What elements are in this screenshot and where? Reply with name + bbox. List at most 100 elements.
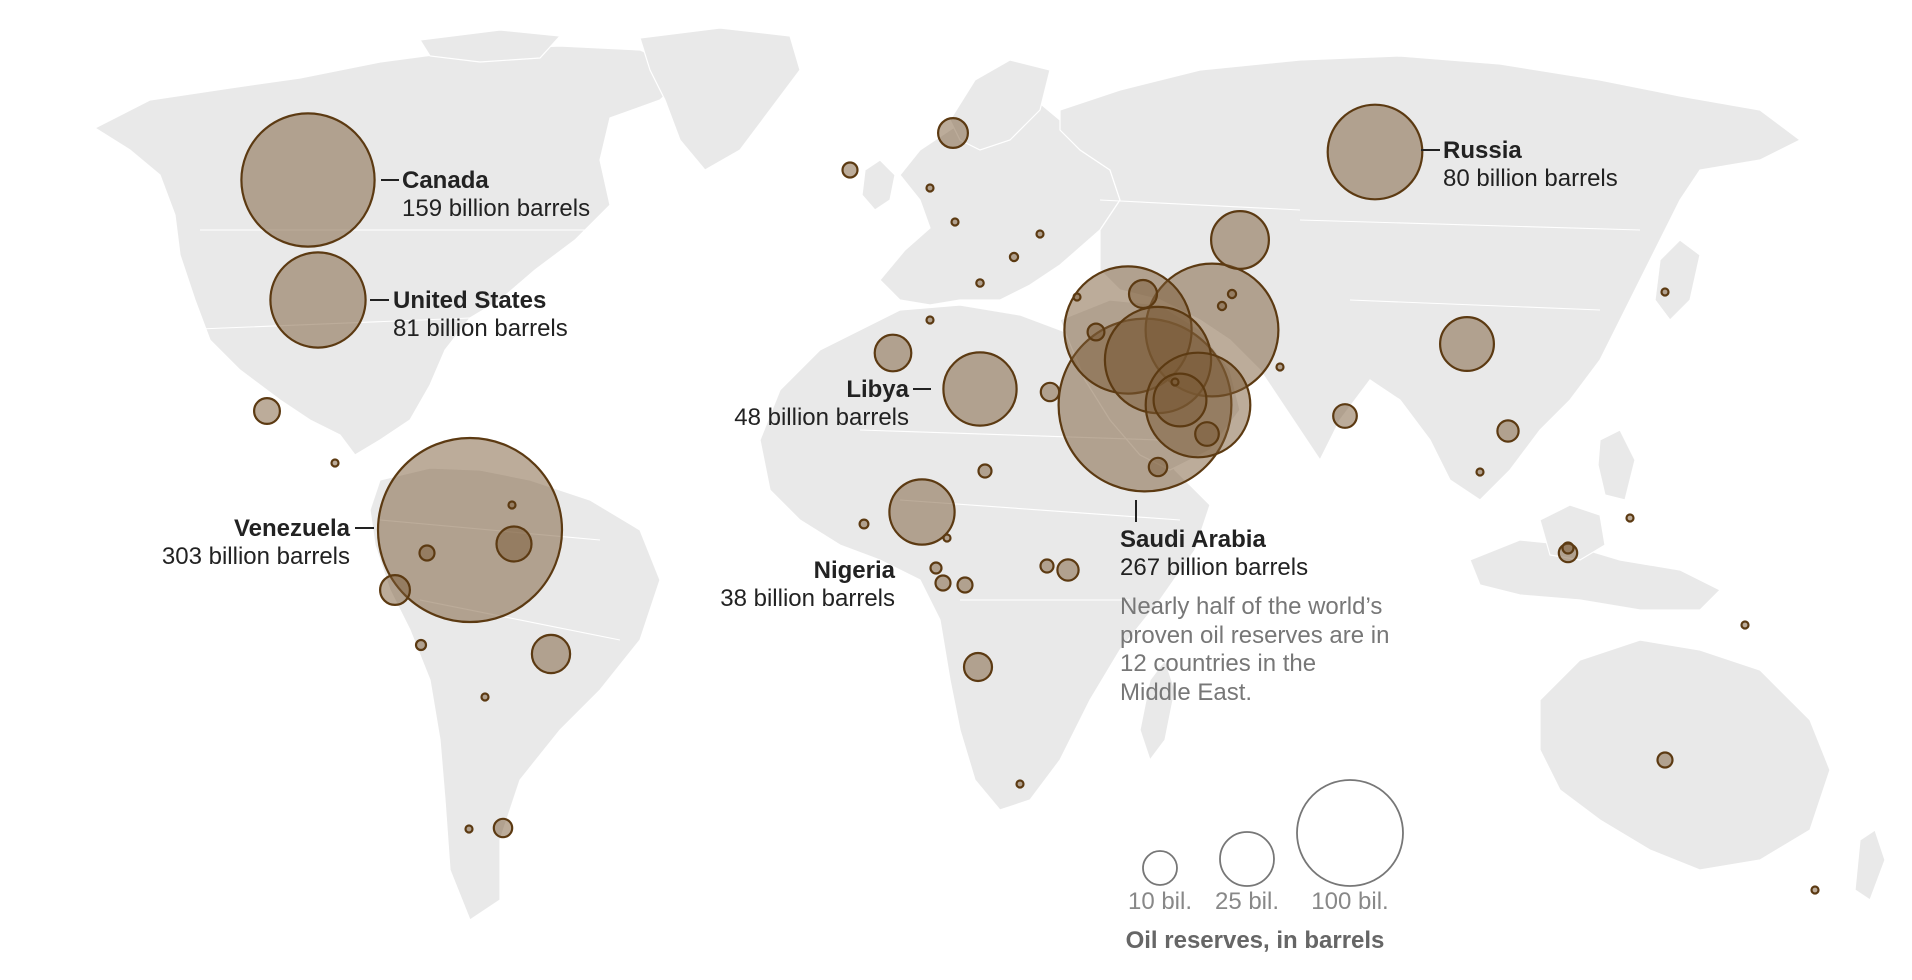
legend-label-10: 10 bil. [1128,888,1192,915]
label-canada: Canada 159 billion barrels [381,167,590,222]
bubble-sudan [1039,558,1055,574]
label-russia: Russia 80 billion barrels [1421,137,1618,192]
bubble-argentina [492,817,514,839]
bubble-mexico [253,397,282,426]
landmass-north-america [93,45,692,456]
legend-circle-100 [1296,779,1404,887]
landmass-scandinavia [949,59,1051,151]
label-venezuela: Venezuela 303 billion barrels [162,515,374,570]
label-saudi-arabia: Saudi Arabia 267 billion barrels [1120,500,1308,581]
bubble-ecuador [379,573,412,606]
country-name-united-states: United States [393,287,546,314]
reserves-value-united-states: 81 billion barrels [393,315,568,342]
bubble-australia [1656,751,1674,769]
bubble-italy [975,278,985,288]
bubble-algeria [873,333,913,373]
bubble-uzbekistan [1226,288,1238,300]
bubble-pakistan [1275,362,1285,372]
bubble-germany [950,217,960,227]
country-labels: Canada 159 billion barrels United States… [162,137,1618,706]
bubble-papua-new-guinea [1740,620,1750,630]
bubble-vietnam [1496,419,1520,443]
landmass-uk [861,159,896,211]
bubble-peru [414,638,428,652]
bubble-syria [1086,322,1106,342]
landmass-greenland [639,27,801,171]
reserves-value-saudi-arabia: 267 billion barrels [1120,554,1308,581]
bubble-trinidad-and-tobago [507,500,517,510]
bubble-azerbaijan [1127,278,1159,310]
country-name-saudi-arabia: Saudi Arabia [1120,526,1266,553]
bubble-south-africa [1015,779,1025,789]
bubble-united-kingdom [841,161,859,179]
landmass-philippines [1597,429,1636,501]
bubble-qatar [1152,372,1208,428]
country-name-russia: Russia [1443,137,1522,164]
legend-circle-25 [1219,831,1275,887]
bubble-yemen [1147,456,1169,478]
bubble-gabon [934,574,952,592]
bubble-thailand [1475,467,1485,477]
bubble-oman [1194,421,1220,447]
size-legend: 10 bil. 25 bil. 100 bil. Oil reserves, i… [1126,779,1404,954]
bubble-ukraine [1035,229,1045,239]
bubble-brunei [1561,541,1575,555]
bubble-guyana [495,525,533,563]
landmass-arctic-islands [418,29,562,63]
country-name-canada: Canada [402,167,489,194]
bubble-turkey [1072,292,1082,302]
country-name-nigeria: Nigeria [814,557,896,584]
label-nigeria: Nigeria 38 billion barrels [720,557,895,612]
bubble-romania [1008,251,1020,263]
bubble-philippines [1625,513,1635,523]
middle-east-note: Nearly half of the world’s proven oil re… [1120,593,1389,706]
bubble-venezuela [376,436,564,624]
bubble-ghana [858,518,870,530]
bubble-egypt [1039,381,1061,403]
legend-label-25: 25 bil. [1215,888,1279,915]
landmass-japan [1654,239,1701,321]
bubble-new-zealand [1810,885,1820,895]
reserves-value-nigeria: 38 billion barrels [720,585,895,612]
bubble-norway [936,116,969,149]
reserves-value-libya: 48 billion barrels [734,404,909,431]
bubble-cuba [330,458,340,468]
bubble-nigeria [888,478,956,546]
country-name-venezuela: Venezuela [234,515,351,542]
bubble-united-states [269,251,367,349]
bubble-chile [464,824,474,834]
bubble-chad [977,463,993,479]
reserves-value-canada: 159 billion barrels [402,195,590,222]
note-line-3: 12 countries in the [1120,650,1316,677]
bubble-bahrain [1170,377,1180,387]
bubble-tunisia [925,315,935,325]
reserve-bubbles [240,103,1820,895]
bubble-india [1332,403,1358,429]
note-line-2: proven oil reserves are in [1120,622,1389,649]
reserves-value-venezuela: 303 billion barrels [162,543,350,570]
landmass-borneo [1539,504,1606,561]
label-united-states: United States 81 billion barrels [370,287,568,342]
note-line-4: Middle East. [1120,679,1252,706]
reserves-value-russia: 80 billion barrels [1443,165,1618,192]
bubble-angola [962,651,994,683]
landmass-new-zealand [1854,829,1886,901]
bubble-denmark [925,183,935,193]
country-name-libya: Libya [846,376,909,403]
legend-label-100: 100 bil. [1311,888,1388,915]
legend-title: Oil reserves, in barrels [1126,927,1385,954]
bubble-cameroon [942,533,952,543]
bubble-russia [1326,103,1424,201]
bubble-kazakhstan [1209,210,1270,271]
label-libya: Libya 48 billion barrels [734,376,931,431]
bubble-colombia [418,544,436,562]
bubble-congo [956,576,974,594]
bubble-canada [240,112,376,248]
bubble-bolivia [480,692,490,702]
bubble-turkmenistan [1216,300,1228,312]
bubble-south-sudan [1056,558,1080,582]
note-line-1: Nearly half of the world’s [1120,593,1382,620]
bubble-japan [1660,287,1670,297]
landmass-australia [1539,639,1831,871]
